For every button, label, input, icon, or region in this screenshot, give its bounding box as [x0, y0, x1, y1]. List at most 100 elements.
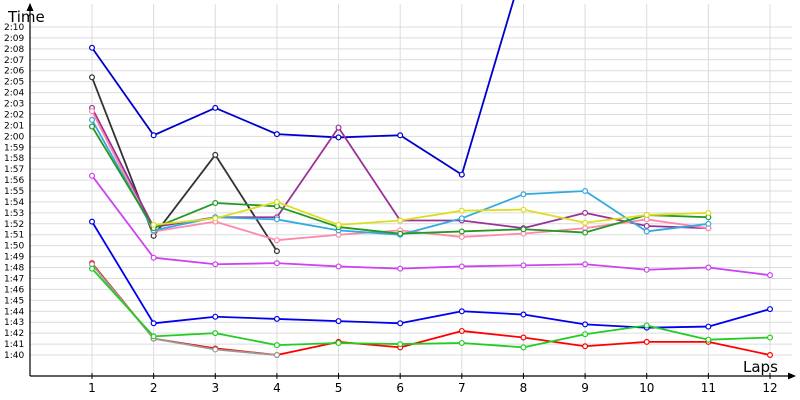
data-point	[273, 315, 280, 322]
data-point	[458, 233, 465, 240]
series-line	[91, 0, 515, 176]
data-point	[643, 222, 650, 229]
y-tick-label: 1:43	[4, 318, 24, 328]
data-point	[335, 124, 342, 131]
x-tick-label: 6	[396, 381, 404, 395]
data-point	[273, 131, 280, 138]
data-point	[458, 207, 465, 214]
x-tick-label: 4	[273, 381, 281, 395]
x-tick-label: 5	[335, 381, 343, 395]
data-point	[273, 248, 280, 255]
data-point	[458, 308, 465, 315]
y-tick-label: 1:44	[4, 307, 24, 317]
x-tick-label: 10	[639, 381, 654, 395]
y-tick-label: 2:10	[4, 23, 24, 33]
data-point	[582, 219, 589, 226]
data-point	[458, 228, 465, 235]
data-point	[212, 104, 219, 111]
data-point	[705, 209, 712, 216]
data-point	[397, 341, 404, 348]
y-tick-label: 1:52	[4, 220, 24, 230]
y-tick-label: 2:06	[4, 67, 24, 77]
data-point	[88, 116, 95, 123]
series-8	[88, 172, 773, 279]
data-point	[766, 352, 773, 359]
data-point	[766, 334, 773, 341]
data-point	[273, 198, 280, 205]
data-point	[458, 171, 465, 178]
x-tick-label: 9	[581, 381, 589, 395]
data-point	[520, 311, 527, 318]
data-point	[582, 343, 589, 350]
data-point	[335, 318, 342, 325]
series-7	[150, 198, 712, 228]
y-tick-label: 1:59	[4, 143, 24, 153]
grid	[30, 4, 792, 376]
data-point	[212, 313, 219, 320]
data-point	[582, 261, 589, 268]
y-tick-label: 1:57	[4, 165, 24, 175]
y-tick-label: 2:04	[4, 89, 24, 99]
data-point	[88, 44, 95, 51]
data-point	[212, 200, 219, 207]
data-point	[150, 221, 157, 228]
y-tick-label: 1:41	[4, 340, 24, 350]
x-tick-label: 1	[88, 381, 96, 395]
data-point	[582, 188, 589, 195]
series-12	[88, 265, 773, 351]
data-point	[335, 221, 342, 228]
y-tick-label: 2:03	[4, 100, 24, 110]
data-point	[582, 209, 589, 216]
axes: Time Laps	[7, 3, 796, 380]
data-point	[582, 229, 589, 236]
series-line	[91, 268, 771, 349]
data-point	[458, 327, 465, 334]
y-tick-label: 1:48	[4, 264, 24, 274]
x-tick-label: 8	[520, 381, 528, 395]
data-point	[273, 352, 280, 359]
y-tick-label: 1:58	[4, 154, 24, 164]
data-point	[458, 215, 465, 222]
series-lines	[88, 0, 773, 359]
y-tick-label: 1:51	[4, 231, 24, 241]
data-point	[520, 262, 527, 269]
data-point	[150, 333, 157, 340]
data-point	[705, 323, 712, 330]
data-point	[643, 212, 650, 219]
x-tick-label: 12	[762, 381, 777, 395]
y-tick-label: 1:46	[4, 285, 24, 295]
series-9	[88, 218, 773, 331]
y-tick-label: 2:05	[4, 78, 24, 88]
data-point	[520, 334, 527, 341]
y-tick-label: 1:45	[4, 296, 24, 306]
y-tick-label: 1:54	[4, 198, 24, 208]
y-tick-label: 2:01	[4, 121, 24, 131]
x-tick-label: 11	[701, 381, 716, 395]
series-line	[91, 262, 771, 356]
data-point	[273, 342, 280, 349]
series-2	[88, 74, 280, 255]
data-point	[88, 265, 95, 272]
y-tick-label: 2:08	[4, 45, 24, 55]
data-point	[643, 266, 650, 273]
data-point	[766, 306, 773, 313]
data-point	[643, 338, 650, 345]
data-point	[88, 108, 95, 115]
data-point	[212, 215, 219, 222]
y-tick-label: 1:40	[4, 351, 24, 361]
x-tick-label: 2	[150, 381, 158, 395]
data-point	[88, 74, 95, 81]
series-line	[91, 263, 277, 356]
y-tick-label: 2:09	[4, 34, 24, 44]
x-axis-title: Laps	[743, 358, 778, 376]
data-point	[705, 264, 712, 271]
y-tick-label: 1:56	[4, 176, 24, 186]
y-tick-label: 1:49	[4, 253, 24, 263]
series-line	[91, 76, 278, 252]
data-point	[766, 272, 773, 279]
series-line	[91, 175, 771, 277]
data-point	[397, 132, 404, 139]
data-point	[150, 132, 157, 139]
